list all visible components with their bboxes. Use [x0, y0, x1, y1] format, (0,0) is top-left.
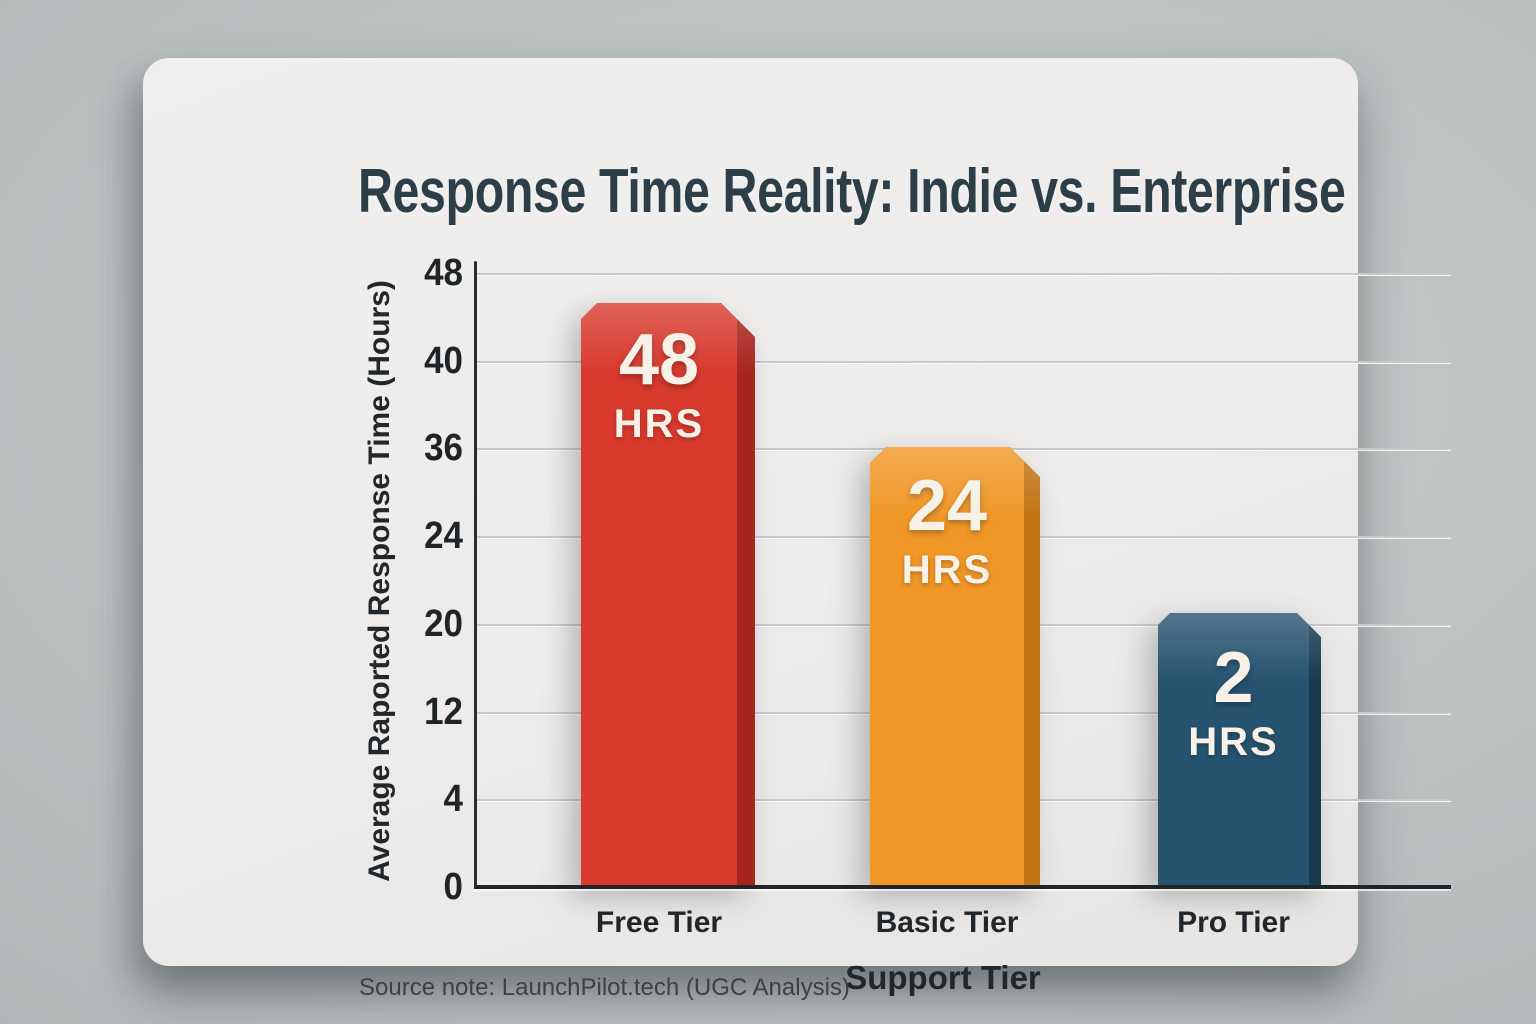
gridline: [476, 361, 1451, 363]
chart-card: Response Time Reality: Indie vs. Enterpr…: [143, 58, 1451, 1001]
y-tick-label: 20: [424, 603, 463, 645]
x-axis-title: Support Tier: [845, 959, 1041, 996]
bar-value-label: 48: [618, 320, 700, 400]
y-tick-label: 12: [424, 691, 463, 733]
bar-value-label: 2: [1213, 638, 1254, 718]
plot-area: 48 HRS 24 HRS 2 HRS: [474, 273, 1451, 887]
y-axis-line: [474, 261, 477, 889]
gridline: [476, 273, 1451, 275]
source-note: Source note: LaunchPilot.tech (UGC Analy…: [359, 974, 850, 1001]
bar-shape-free-tier: [581, 303, 755, 887]
y-tick-label: 24: [424, 515, 463, 557]
bar-unit-label: HRS: [1188, 720, 1279, 764]
x-axis-line: [474, 885, 1451, 889]
y-tick-label: 40: [424, 340, 463, 382]
chart-title: Response Time Reality: Indie vs. Enterpr…: [358, 157, 1346, 226]
x-tick-label-pro-tier: Pro Tier: [1177, 906, 1290, 939]
x-tick-label-free-tier: Free Tier: [595, 906, 723, 939]
bar-value-label: 24: [906, 466, 988, 546]
bar-label-group: 2 HRS: [1158, 613, 1309, 762]
y-tick-label: 36: [424, 427, 463, 469]
bar-shape-basic-tier: [870, 447, 1040, 887]
y-tick-label: 48: [424, 252, 463, 294]
bar-shape-pro-tier: [1158, 613, 1321, 887]
bar-free-tier: 48 HRS: [581, 303, 755, 887]
bar-unit-label: HRS: [613, 402, 705, 446]
y-tick-label: 4: [443, 778, 463, 820]
bar-unit-label: HRS: [901, 548, 993, 592]
bar-basic-tier: 24 HRS: [870, 447, 1040, 887]
bar-label-group: 48 HRS: [581, 303, 737, 444]
bar-label-group: 24 HRS: [870, 447, 1024, 590]
bar-pro-tier: 2 HRS: [1158, 613, 1321, 887]
y-tick-label: 0: [443, 866, 463, 908]
x-tick-label-basic-tier: Basic Tier: [875, 906, 1019, 939]
